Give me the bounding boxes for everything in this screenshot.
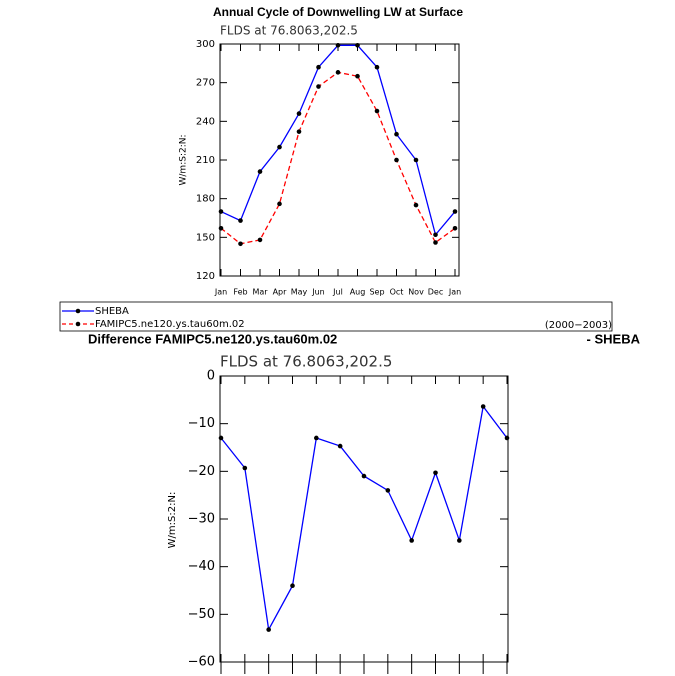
data-point xyxy=(335,42,341,48)
y-tick-label: 0 xyxy=(207,369,215,384)
x-tick-label: Jan xyxy=(214,288,227,297)
y-axis-label: W/m:S:2:N: xyxy=(167,492,178,549)
chart-title: Annual Cycle of Downwelling LW at Surfac… xyxy=(213,5,463,19)
data-point xyxy=(433,232,438,238)
y-tick-label: 300 xyxy=(196,39,215,50)
data-point xyxy=(296,129,302,134)
chart-title: Difference FAMIPC5.ne120.ys.tau60m.02 xyxy=(88,331,337,346)
data-point xyxy=(314,435,319,441)
data-point xyxy=(409,538,414,543)
x-tick-label: Jan xyxy=(448,288,461,297)
data-point xyxy=(242,465,248,471)
x-tick-label: Nov xyxy=(408,288,424,297)
y-axis-label: W/m:S:2:N: xyxy=(179,135,189,186)
x-tick-label: Mar xyxy=(252,288,268,297)
x-tick-label: Aug xyxy=(350,288,366,297)
x-tick-label: Oct xyxy=(390,288,404,297)
y-tick-label: −40 xyxy=(188,559,215,574)
series-line xyxy=(220,71,456,245)
y-tick-label: 210 xyxy=(196,155,215,166)
series-line xyxy=(220,404,508,632)
y-tick-label: −20 xyxy=(188,464,215,479)
data-point xyxy=(374,64,380,70)
legend-label: FAMIPC5.ne120.ys.tau60m.02 xyxy=(95,319,245,330)
plot-frame xyxy=(219,375,509,663)
data-point xyxy=(413,202,419,208)
chart-subtitle: FLDS at 76.8063,202.5 xyxy=(220,24,358,38)
legend-marker xyxy=(75,321,81,327)
data-point xyxy=(277,201,282,207)
legend-label: SHEBA xyxy=(95,306,129,317)
data-point xyxy=(290,583,295,589)
y-tick-label: 180 xyxy=(196,194,215,205)
data-point xyxy=(218,209,224,214)
data-point xyxy=(257,237,263,243)
data-point xyxy=(355,42,360,48)
x-tick-label: Jul xyxy=(332,288,343,297)
data-point xyxy=(413,157,419,163)
y-tick-label: 270 xyxy=(196,78,215,89)
data-point xyxy=(355,73,360,79)
data-point xyxy=(385,488,391,493)
data-point xyxy=(433,240,438,245)
data-point xyxy=(257,169,263,174)
legend-marker xyxy=(75,308,81,314)
data-point xyxy=(480,404,486,409)
data-point xyxy=(218,226,224,231)
y-tick-label: −10 xyxy=(188,416,215,431)
y-tick-label: −50 xyxy=(188,607,215,622)
data-point xyxy=(337,443,343,449)
data-point xyxy=(238,241,243,247)
data-point xyxy=(316,84,321,89)
y-tick-label: −30 xyxy=(188,512,215,527)
data-point xyxy=(457,538,462,543)
data-point xyxy=(452,226,458,231)
y-tick-label: 150 xyxy=(196,232,215,243)
x-tick-label: Feb xyxy=(233,288,247,297)
data-point xyxy=(218,435,224,441)
data-point xyxy=(296,111,302,116)
data-point xyxy=(452,209,458,214)
x-tick-label: Jun xyxy=(311,288,325,297)
x-tick-label: Sep xyxy=(369,288,384,297)
x-tick-label: Dec xyxy=(428,288,443,297)
data-point xyxy=(374,108,380,114)
data-point xyxy=(433,470,438,476)
data-point xyxy=(335,70,341,75)
y-tick-label: −60 xyxy=(188,655,215,670)
data-point xyxy=(238,218,243,223)
data-point xyxy=(504,435,510,441)
x-tick-label: May xyxy=(291,288,308,297)
legend-note: (2000−2003) xyxy=(545,320,612,331)
data-point xyxy=(277,144,282,150)
chart-subtitle: FLDS at 76.8063,202.5 xyxy=(220,353,392,371)
y-tick-label: 240 xyxy=(196,116,215,127)
y-tick-label: 120 xyxy=(196,271,215,282)
data-point xyxy=(361,473,367,479)
data-point xyxy=(266,627,271,632)
chart-title-suffix: - SHEBA xyxy=(587,331,641,346)
x-tick-label: Apr xyxy=(273,288,288,297)
data-point xyxy=(394,157,399,163)
legend-box xyxy=(59,301,613,332)
data-point xyxy=(316,64,321,70)
data-point xyxy=(394,131,399,137)
